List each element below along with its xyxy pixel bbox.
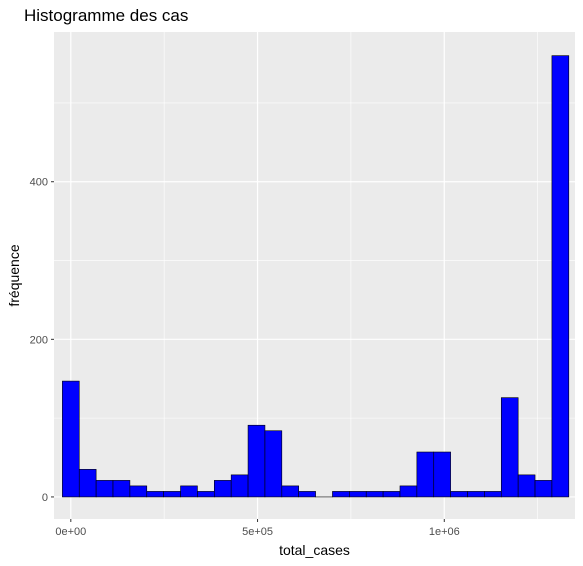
plot-panel [54, 32, 575, 519]
histogram-bar [517, 474, 536, 498]
histogram-bar [500, 397, 519, 498]
y-axis-title: fréquence [6, 244, 22, 306]
histogram-bars [62, 55, 570, 498]
histogram-bar [197, 491, 215, 498]
histogram-bar [281, 485, 300, 498]
histogram-bar [382, 491, 401, 498]
histogram-bar [484, 491, 502, 498]
histogram-bar [365, 491, 384, 498]
histogram-bar [467, 491, 485, 498]
x-tick-label: 1e+06 [429, 526, 460, 538]
histogram-bar [146, 491, 164, 498]
y-axis-ticks: 0 200 400 [30, 177, 54, 504]
histogram-bar [433, 451, 451, 498]
histogram-bar [399, 485, 418, 498]
x-tick-label: 5e+05 [242, 526, 273, 538]
histogram-bar [332, 491, 350, 498]
x-axis-title: total_cases [279, 542, 350, 558]
histogram-bar [129, 485, 148, 498]
chart-title: Histogramme des cas [24, 6, 189, 25]
histogram-bar [78, 469, 97, 498]
histogram-bar [230, 474, 249, 498]
histogram-bar [247, 424, 266, 498]
histogram-bar [264, 430, 283, 498]
histogram-bar [450, 491, 468, 498]
histogram-bar [112, 480, 131, 498]
histogram-bar [163, 491, 181, 498]
histogram-bar [95, 480, 114, 498]
histogram-bar [416, 451, 435, 498]
x-axis-ticks: 0e+00 5e+05 1e+06 [55, 519, 460, 538]
histogram-bar [62, 380, 80, 498]
histogram-bar [534, 480, 553, 498]
x-tick-label: 0e+00 [55, 526, 86, 538]
histogram-bar [298, 491, 316, 498]
y-tick-label: 200 [30, 334, 48, 346]
minor-gridlines [54, 32, 575, 519]
y-tick-label: 0 [42, 492, 48, 504]
histogram-bar [213, 480, 232, 498]
histogram-bar [349, 491, 367, 498]
y-tick-label: 400 [30, 177, 48, 189]
histogram-bar [180, 485, 198, 498]
histogram-bar [551, 55, 570, 498]
